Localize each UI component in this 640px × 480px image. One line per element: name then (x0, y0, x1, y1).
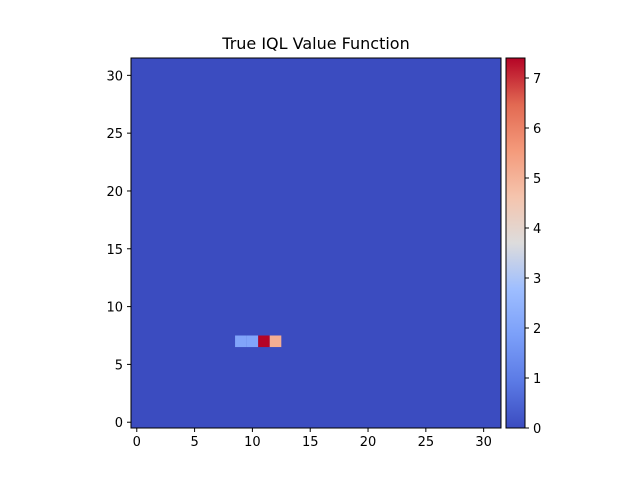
colorbar-tick-label: 1 (533, 372, 541, 387)
y-tick-label: 30 (106, 69, 123, 84)
colorbar: 0 1 2 3 4 5 6 7 (505, 57, 541, 437)
colorbar-tick-label: 4 (533, 222, 541, 237)
x-tick-label: 15 (302, 435, 319, 450)
x-tick-label: 5 (190, 435, 198, 450)
heatmap-cell (246, 335, 259, 348)
x-tick-label: 20 (360, 435, 377, 450)
colorbar-ticks: 0 1 2 3 4 5 6 7 (525, 72, 541, 437)
colorbar-tick-label: 5 (533, 172, 541, 187)
y-tick-label: 10 (106, 301, 123, 316)
x-tick-label: 0 (133, 435, 141, 450)
plot-frame (130, 57, 502, 429)
colorbar-frame (505, 57, 526, 429)
colorbar-gradient (506, 58, 525, 428)
heatmap-cell (258, 335, 270, 348)
chart-title: True IQL Value Function (221, 34, 409, 53)
y-tick-label: 0 (115, 416, 123, 431)
colorbar-tick-label: 3 (533, 272, 541, 287)
heatmap-cell (269, 335, 282, 348)
y-tick-label: 25 (106, 127, 123, 142)
heatmap-background (131, 58, 501, 428)
x-axis: 0 5 10 15 20 25 30 (133, 428, 492, 450)
colorbar-tick-label: 7 (533, 72, 541, 87)
heatmap-cell (235, 335, 247, 348)
heatmap-cells (235, 335, 282, 348)
y-tick-label: 20 (106, 185, 123, 200)
colorbar-tick-label: 6 (533, 122, 541, 137)
x-tick-label: 10 (244, 435, 261, 450)
colorbar-tick-label: 2 (533, 322, 541, 337)
y-axis: 0 5 10 15 20 25 30 (106, 69, 131, 431)
y-tick-label: 15 (106, 243, 123, 258)
x-tick-label: 25 (418, 435, 435, 450)
colorbar-tick-label: 0 (533, 422, 541, 437)
x-tick-label: 30 (475, 435, 492, 450)
plot-area (130, 57, 502, 429)
y-tick-label: 5 (115, 358, 123, 373)
